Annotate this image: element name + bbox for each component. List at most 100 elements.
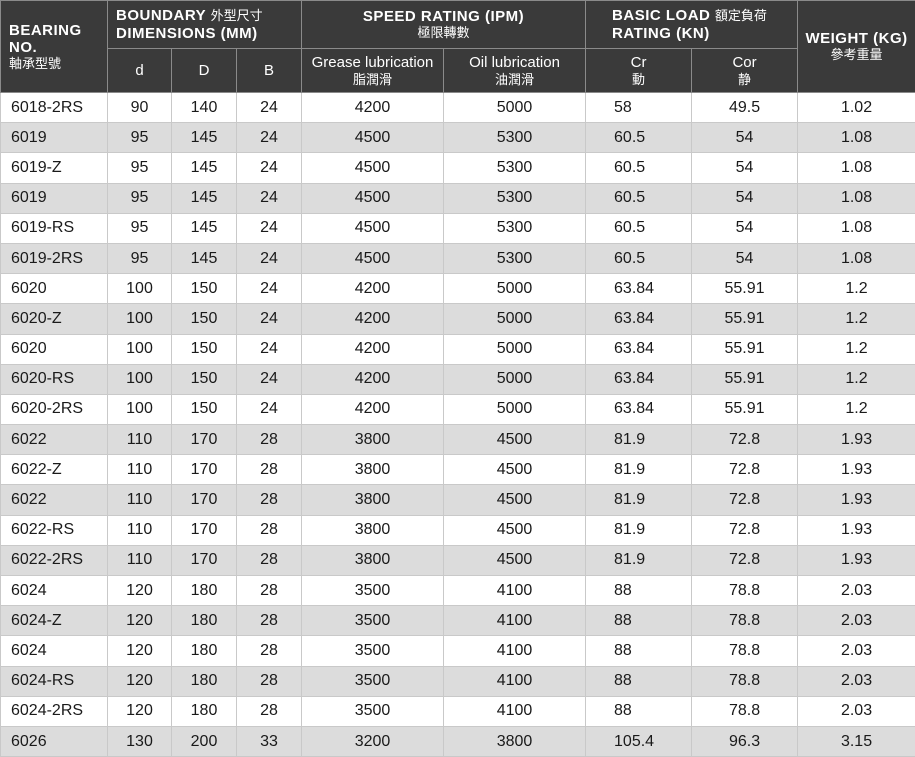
outer-D-cell: 150 bbox=[171, 333, 237, 365]
width-B-cell: 28 bbox=[235, 454, 303, 486]
bore-d-cell: 95 bbox=[107, 212, 172, 244]
cor-load-cell: 55.91 bbox=[691, 363, 799, 395]
grease-speed-cell: 3800 bbox=[301, 544, 445, 577]
cor-load-cell: 55.91 bbox=[691, 333, 799, 365]
cr-load-cell: 60.5 bbox=[585, 242, 693, 275]
bearing-no-cell: 6022 bbox=[0, 424, 108, 456]
bearing-no-cell: 6019 bbox=[0, 122, 108, 154]
oil-speed-cell: 4500 bbox=[443, 484, 587, 516]
bore-d-cell: 95 bbox=[107, 122, 172, 154]
weight-cell: 1.93 bbox=[797, 454, 915, 486]
cor-header: Cor 静 bbox=[691, 48, 799, 93]
bore-d-cell: 100 bbox=[107, 333, 172, 365]
weight-cell: 1.2 bbox=[797, 393, 915, 426]
bearing-no-cell: 6020-Z bbox=[0, 303, 108, 335]
oil-header: Oil lubrication 油潤滑 bbox=[443, 48, 587, 93]
table-row: 6022 110 170 28 3800 4500 81.9 72.8 1.93 bbox=[0, 484, 915, 516]
bearing-no-cell: 6026 bbox=[0, 725, 108, 757]
bore-d-cell: 110 bbox=[107, 484, 172, 516]
width-B-cell: 24 bbox=[235, 242, 303, 275]
grease-speed-cell: 4200 bbox=[301, 91, 445, 124]
cr-load-cell: 60.5 bbox=[585, 212, 693, 244]
outer-D-cell: 150 bbox=[171, 303, 237, 335]
table-row: 6022-2RS 110 170 28 3800 4500 81.9 72.8 1.93 bbox=[0, 544, 915, 577]
table-row: 6024-Z 120 180 28 3500 4100 88 78.8 2.03 bbox=[0, 605, 915, 637]
grease-speed-cell: 3800 bbox=[301, 484, 445, 516]
grease-speed-cell: 3500 bbox=[301, 635, 445, 667]
load-en-2: RATING (KN) bbox=[612, 25, 710, 42]
grease-speed-cell: 4500 bbox=[301, 182, 445, 214]
grease-speed-cell: 3500 bbox=[301, 574, 445, 607]
outer-D-cell: 145 bbox=[171, 122, 237, 154]
cr-load-cell: 88 bbox=[585, 574, 693, 607]
bore-d-cell: 110 bbox=[107, 424, 172, 456]
oil-speed-cell: 5000 bbox=[443, 91, 587, 124]
cor-load-cell: 54 bbox=[691, 152, 799, 184]
weight-cell: 1.93 bbox=[797, 484, 915, 516]
bore-d-cell: 100 bbox=[107, 363, 172, 395]
oil-speed-cell: 4100 bbox=[443, 635, 587, 667]
cr-header: Cr 動 bbox=[585, 48, 693, 93]
cor-load-cell: 55.91 bbox=[691, 273, 799, 305]
outer-D-cell: 150 bbox=[171, 363, 237, 395]
weight-cell: 1.08 bbox=[797, 182, 915, 214]
cor-load-cell: 78.8 bbox=[691, 665, 799, 697]
bore-d-cell: 120 bbox=[107, 635, 172, 667]
oil-speed-cell: 5000 bbox=[443, 363, 587, 395]
cr-load-cell: 88 bbox=[585, 605, 693, 637]
width-B-cell: 28 bbox=[235, 574, 303, 607]
grease-speed-cell: 4200 bbox=[301, 363, 445, 395]
weight-cell: 1.08 bbox=[797, 242, 915, 275]
cor-load-cell: 49.5 bbox=[691, 91, 799, 124]
outer-D-cell: 170 bbox=[171, 424, 237, 456]
table-row: 6019-Z 95 145 24 4500 5300 60.5 54 1.08 bbox=[0, 152, 915, 184]
cor-load-cell: 72.8 bbox=[691, 454, 799, 486]
oil-speed-cell: 5000 bbox=[443, 273, 587, 305]
col-D-header: D bbox=[171, 48, 237, 93]
table-row: 6020-Z 100 150 24 4200 5000 63.84 55.91 1.2 bbox=[0, 303, 915, 335]
table-row: 6019-2RS 95 145 24 4500 5300 60.5 54 1.08 bbox=[0, 242, 915, 275]
grease-cn: 脂潤滑 bbox=[353, 71, 393, 87]
cor-load-cell: 54 bbox=[691, 182, 799, 214]
width-B-cell: 28 bbox=[235, 544, 303, 577]
cor-load-cell: 96.3 bbox=[691, 725, 799, 757]
speed-en: SPEED RATING (IPM) bbox=[362, 8, 525, 25]
bore-d-cell: 130 bbox=[107, 725, 172, 757]
grease-speed-cell: 3800 bbox=[301, 514, 445, 546]
bearing-no-cell: 6024 bbox=[0, 574, 108, 607]
table-row: 6022 110 170 28 3800 4500 81.9 72.8 1.93 bbox=[0, 424, 915, 456]
grease-speed-cell: 3500 bbox=[301, 695, 445, 727]
width-B-cell: 28 bbox=[235, 665, 303, 697]
table-row: 6026 130 200 33 3200 3800 105.4 96.3 3.15 bbox=[0, 725, 915, 757]
table-row: 6019 95 145 24 4500 5300 60.5 54 1.08 bbox=[0, 182, 915, 214]
bore-d-cell: 95 bbox=[107, 182, 172, 214]
oil-speed-cell: 4500 bbox=[443, 514, 587, 546]
col-d-label: d bbox=[135, 61, 144, 79]
outer-D-cell: 170 bbox=[171, 544, 237, 577]
cr-load-cell: 81.9 bbox=[585, 454, 693, 486]
cor-load-cell: 55.91 bbox=[691, 393, 799, 426]
outer-D-cell: 145 bbox=[171, 212, 237, 244]
outer-D-cell: 145 bbox=[171, 182, 237, 214]
table-row: 6020 100 150 24 4200 5000 63.84 55.91 1.2 bbox=[0, 333, 915, 365]
table-row: 6020 100 150 24 4200 5000 63.84 55.91 1.2 bbox=[0, 273, 915, 305]
bearing-no-cell: 6024-2RS bbox=[0, 695, 108, 727]
cr-load-cell: 60.5 bbox=[585, 122, 693, 154]
cor-load-cell: 78.8 bbox=[691, 605, 799, 637]
oil-speed-cell: 4100 bbox=[443, 695, 587, 727]
table-row: 6020-RS 100 150 24 4200 5000 63.84 55.91 1.2 bbox=[0, 363, 915, 395]
bore-d-cell: 95 bbox=[107, 242, 172, 275]
width-B-cell: 24 bbox=[235, 212, 303, 244]
grease-speed-cell: 4200 bbox=[301, 333, 445, 365]
cr-load-cell: 105.4 bbox=[585, 725, 693, 757]
weight-cell: 1.08 bbox=[797, 212, 915, 244]
outer-D-cell: 180 bbox=[171, 635, 237, 667]
col-B-label: B bbox=[264, 61, 275, 79]
outer-D-cell: 145 bbox=[171, 152, 237, 184]
oil-speed-cell: 4100 bbox=[443, 574, 587, 607]
oil-speed-cell: 5000 bbox=[443, 393, 587, 426]
weight-cell: 1.2 bbox=[797, 363, 915, 395]
cr-load-cell: 81.9 bbox=[585, 514, 693, 546]
oil-en: Oil lubrication bbox=[469, 53, 560, 71]
bore-d-cell: 110 bbox=[107, 514, 172, 546]
